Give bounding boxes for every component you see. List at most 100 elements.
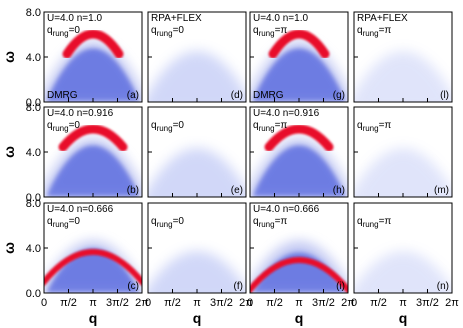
panel-tag: (n) bbox=[437, 281, 449, 292]
q-rung-label: qrung=π bbox=[357, 216, 391, 229]
panel-tag: (e) bbox=[231, 185, 243, 196]
x-tick-label: 2π bbox=[341, 297, 355, 309]
panel-tag: (c) bbox=[127, 281, 139, 292]
rpa-glow bbox=[148, 148, 246, 197]
q-rung-label: qrung=0 bbox=[151, 25, 184, 38]
q-rung-label: qrung=0 bbox=[47, 25, 80, 38]
q-rung-label: qrung=π bbox=[357, 120, 391, 133]
heatmap bbox=[148, 12, 246, 102]
q-rung-sub: rung bbox=[363, 124, 379, 133]
q-rung-label: qrung=0 bbox=[47, 120, 80, 133]
panel-header: U=4.0 n=0.916 bbox=[47, 108, 114, 119]
x-tick-label: 2π bbox=[135, 297, 149, 309]
y-tick-label: 4.0 bbox=[26, 147, 41, 159]
x-axis-label: q bbox=[89, 310, 98, 326]
y-axis-label: ω bbox=[1, 51, 17, 63]
heatmap bbox=[148, 107, 246, 197]
q-rung-sub: rung bbox=[157, 220, 173, 229]
q-rung-base: q bbox=[151, 216, 157, 227]
q-rung-base: q bbox=[151, 120, 157, 131]
x-tick-label: 2π bbox=[239, 297, 253, 309]
rpa-glow bbox=[354, 251, 452, 293]
q-rung-rest: =π bbox=[379, 25, 392, 36]
panel-header: U=4.0 n=1.0 bbox=[253, 13, 308, 24]
y-tick-label: 0.0 bbox=[26, 192, 41, 204]
rpa-glow bbox=[354, 51, 452, 102]
y-tick-label: 0.0 bbox=[26, 288, 41, 300]
q-rung-label: qrung=π bbox=[253, 25, 287, 38]
q-rung-base: q bbox=[47, 25, 53, 36]
rpa-glow bbox=[148, 51, 246, 102]
q-rung-rest: =π bbox=[379, 120, 392, 131]
x-axis-label: q bbox=[295, 310, 304, 326]
q-rung-base: q bbox=[47, 216, 53, 227]
q-rung-sub: rung bbox=[259, 124, 275, 133]
q-rung-label: qrung=π bbox=[357, 25, 391, 38]
q-rung-base: q bbox=[47, 120, 53, 131]
panel-tag: (b) bbox=[127, 185, 139, 196]
q-rung-base: q bbox=[253, 120, 259, 131]
y-tick-label: 8.0 bbox=[26, 198, 41, 210]
q-rung-sub: rung bbox=[157, 29, 173, 38]
x-tick-label: π bbox=[295, 297, 303, 309]
q-rung-sub: rung bbox=[363, 220, 379, 229]
x-tick-label: π/2 bbox=[164, 297, 181, 309]
spectral-peak bbox=[268, 29, 330, 59]
q-rung-sub: rung bbox=[259, 220, 275, 229]
x-tick-label: 2π bbox=[445, 297, 459, 309]
x-tick-label: π/2 bbox=[370, 297, 387, 309]
panel-header: U=4.0 n=1.0 bbox=[47, 13, 102, 24]
spectral-body bbox=[252, 252, 346, 293]
panel-header: RPA+FLEX bbox=[357, 13, 408, 24]
x-tick-label: π bbox=[89, 297, 97, 309]
panel-tag: (d) bbox=[231, 90, 243, 101]
spectral-peak bbox=[44, 249, 142, 286]
x-tick-label: π/2 bbox=[266, 297, 283, 309]
panel-tag: (g) bbox=[333, 90, 345, 101]
x-axis-label: q bbox=[193, 310, 202, 326]
q-rung-label: qrung=0 bbox=[47, 216, 80, 229]
x-tick-label: π bbox=[399, 297, 407, 309]
x-tick-label: 3π/2 bbox=[416, 297, 439, 309]
panel: qrung=0 (e) bbox=[147, 106, 247, 198]
heatmap bbox=[250, 203, 348, 293]
q-rung-label: qrung=0 bbox=[151, 216, 184, 229]
heatmap bbox=[354, 107, 452, 197]
heatmap bbox=[250, 12, 348, 102]
x-tick-label: 0 bbox=[351, 297, 357, 309]
y-tick-label: 4.0 bbox=[26, 243, 41, 255]
q-rung-sub: rung bbox=[53, 220, 69, 229]
y-axis-label: ω bbox=[1, 146, 17, 158]
q-rung-base: q bbox=[253, 25, 259, 36]
panel-tag: (a) bbox=[127, 90, 139, 101]
q-rung-rest: =0 bbox=[173, 120, 185, 131]
panel-header: U=4.0 n=0.916 bbox=[253, 108, 320, 119]
heatmap bbox=[354, 203, 452, 293]
heatmap bbox=[148, 203, 246, 293]
x-tick-label: 3π/2 bbox=[312, 297, 335, 309]
x-tick-label: 0 bbox=[145, 297, 151, 309]
y-tick-label: 4.0 bbox=[26, 52, 41, 64]
heatmap bbox=[44, 107, 142, 197]
rpa-glow bbox=[148, 251, 246, 293]
panel-tag: (f) bbox=[234, 281, 243, 292]
method-label: DMRG bbox=[47, 90, 78, 101]
y-tick-label: 8.0 bbox=[26, 102, 41, 114]
q-rung-rest: =0 bbox=[173, 25, 185, 36]
q-rung-rest: =π bbox=[275, 25, 288, 36]
q-rung-sub: rung bbox=[53, 29, 69, 38]
q-rung-rest: =π bbox=[379, 216, 392, 227]
x-tick-label: π/2 bbox=[60, 297, 77, 309]
y-tick-label: 0.0 bbox=[26, 97, 41, 109]
q-rung-sub: rung bbox=[53, 124, 69, 133]
spectral-peak bbox=[62, 29, 124, 59]
q-rung-base: q bbox=[151, 25, 157, 36]
